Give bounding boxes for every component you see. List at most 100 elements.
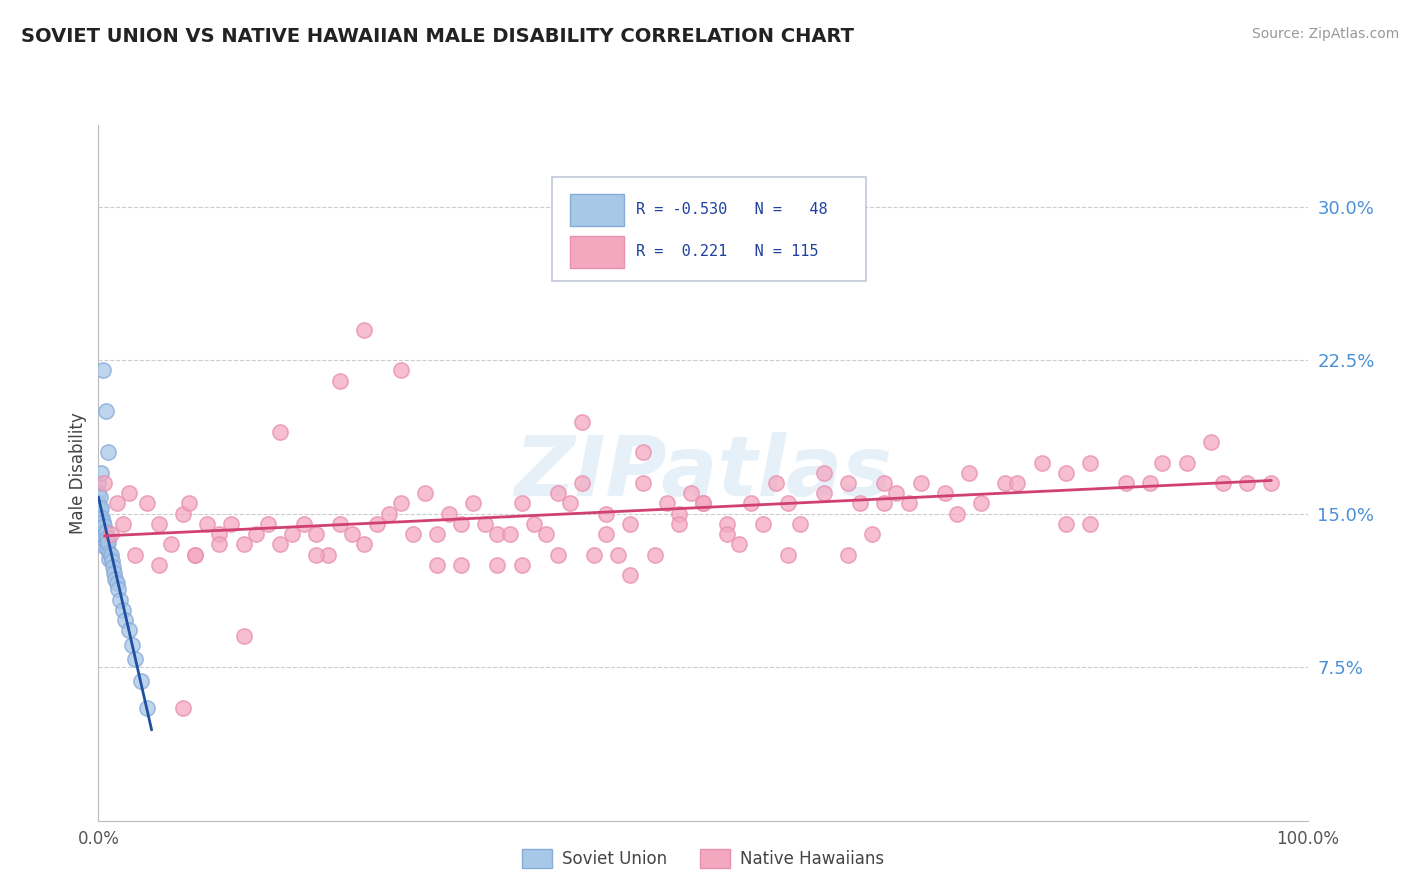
Point	[111, 603, 134, 617]
Point	[437, 507, 460, 521]
Point	[1054, 516, 1077, 531]
Point	[486, 558, 509, 572]
Point	[558, 496, 581, 510]
Point	[97, 535, 120, 549]
Legend: Soviet Union, Native Hawaiians: Soviet Union, Native Hawaiians	[515, 842, 891, 875]
Point	[232, 537, 254, 551]
Point	[111, 516, 134, 531]
Point	[316, 548, 339, 562]
Point	[107, 582, 129, 597]
Point	[98, 545, 121, 559]
Point	[100, 554, 122, 568]
Point	[292, 516, 315, 531]
Text: Source: ZipAtlas.com: Source: ZipAtlas.com	[1251, 27, 1399, 41]
Point	[789, 516, 811, 531]
Point	[87, 507, 110, 521]
Point	[450, 558, 472, 572]
Point	[571, 415, 593, 429]
Point	[305, 548, 328, 562]
Point	[89, 502, 111, 516]
Point	[1078, 516, 1101, 531]
Point	[129, 674, 152, 689]
Point	[886, 486, 908, 500]
Point	[426, 527, 449, 541]
Point	[740, 496, 762, 510]
Point	[90, 523, 112, 537]
Point	[90, 513, 112, 527]
Point	[281, 527, 304, 541]
Point	[1199, 435, 1222, 450]
Point	[934, 486, 956, 500]
Point	[135, 701, 157, 715]
Point	[498, 527, 520, 541]
Point	[776, 496, 799, 510]
Point	[93, 519, 115, 533]
Point	[305, 527, 328, 541]
Point	[583, 548, 606, 562]
Point	[837, 548, 859, 562]
Point	[177, 496, 201, 510]
Text: R = -0.530   N =   48: R = -0.530 N = 48	[637, 202, 828, 218]
Point	[547, 548, 569, 562]
Point	[716, 516, 738, 531]
Point	[93, 529, 115, 543]
Point	[87, 527, 110, 541]
Point	[91, 531, 114, 545]
Point	[93, 475, 115, 490]
Point	[91, 510, 114, 524]
Point	[91, 525, 114, 540]
Point	[160, 537, 183, 551]
Point	[329, 516, 352, 531]
Point	[121, 638, 143, 652]
Point	[89, 521, 111, 535]
Point	[91, 515, 114, 529]
Point	[184, 548, 207, 562]
Point	[595, 507, 617, 521]
Point	[547, 486, 569, 500]
Point	[366, 516, 388, 531]
Point	[728, 537, 751, 551]
Point	[486, 527, 509, 541]
Point	[104, 572, 127, 586]
Point	[1139, 475, 1161, 490]
Y-axis label: Male Disability: Male Disability	[69, 412, 87, 533]
Point	[813, 466, 835, 480]
Point	[970, 496, 993, 510]
Point	[523, 516, 546, 531]
Point	[389, 496, 412, 510]
Point	[87, 486, 110, 500]
Point	[98, 551, 121, 566]
Point	[87, 496, 110, 510]
Point	[232, 630, 254, 644]
Point	[89, 510, 111, 524]
Point	[860, 527, 883, 541]
Bar	[569, 236, 624, 268]
Point	[873, 496, 896, 510]
Point	[124, 652, 146, 666]
Point	[172, 701, 194, 715]
Point	[91, 363, 114, 377]
Point	[208, 537, 231, 551]
Point	[97, 445, 120, 459]
Point	[957, 466, 980, 480]
Point	[402, 527, 425, 541]
Point	[765, 475, 787, 490]
Point	[510, 496, 533, 510]
Point	[353, 537, 375, 551]
Point	[413, 486, 436, 500]
Point	[1007, 475, 1029, 490]
Point	[124, 548, 146, 562]
Text: R =  0.221   N = 115: R = 0.221 N = 115	[637, 244, 820, 259]
Point	[631, 445, 654, 459]
Point	[1115, 475, 1137, 490]
Point	[118, 624, 141, 638]
Point	[837, 475, 859, 490]
Point	[184, 548, 207, 562]
Point	[87, 516, 110, 531]
Point	[644, 548, 666, 562]
Point	[994, 475, 1017, 490]
Point	[245, 527, 267, 541]
Point	[1212, 475, 1234, 490]
Point	[93, 540, 115, 554]
Point	[534, 527, 557, 541]
